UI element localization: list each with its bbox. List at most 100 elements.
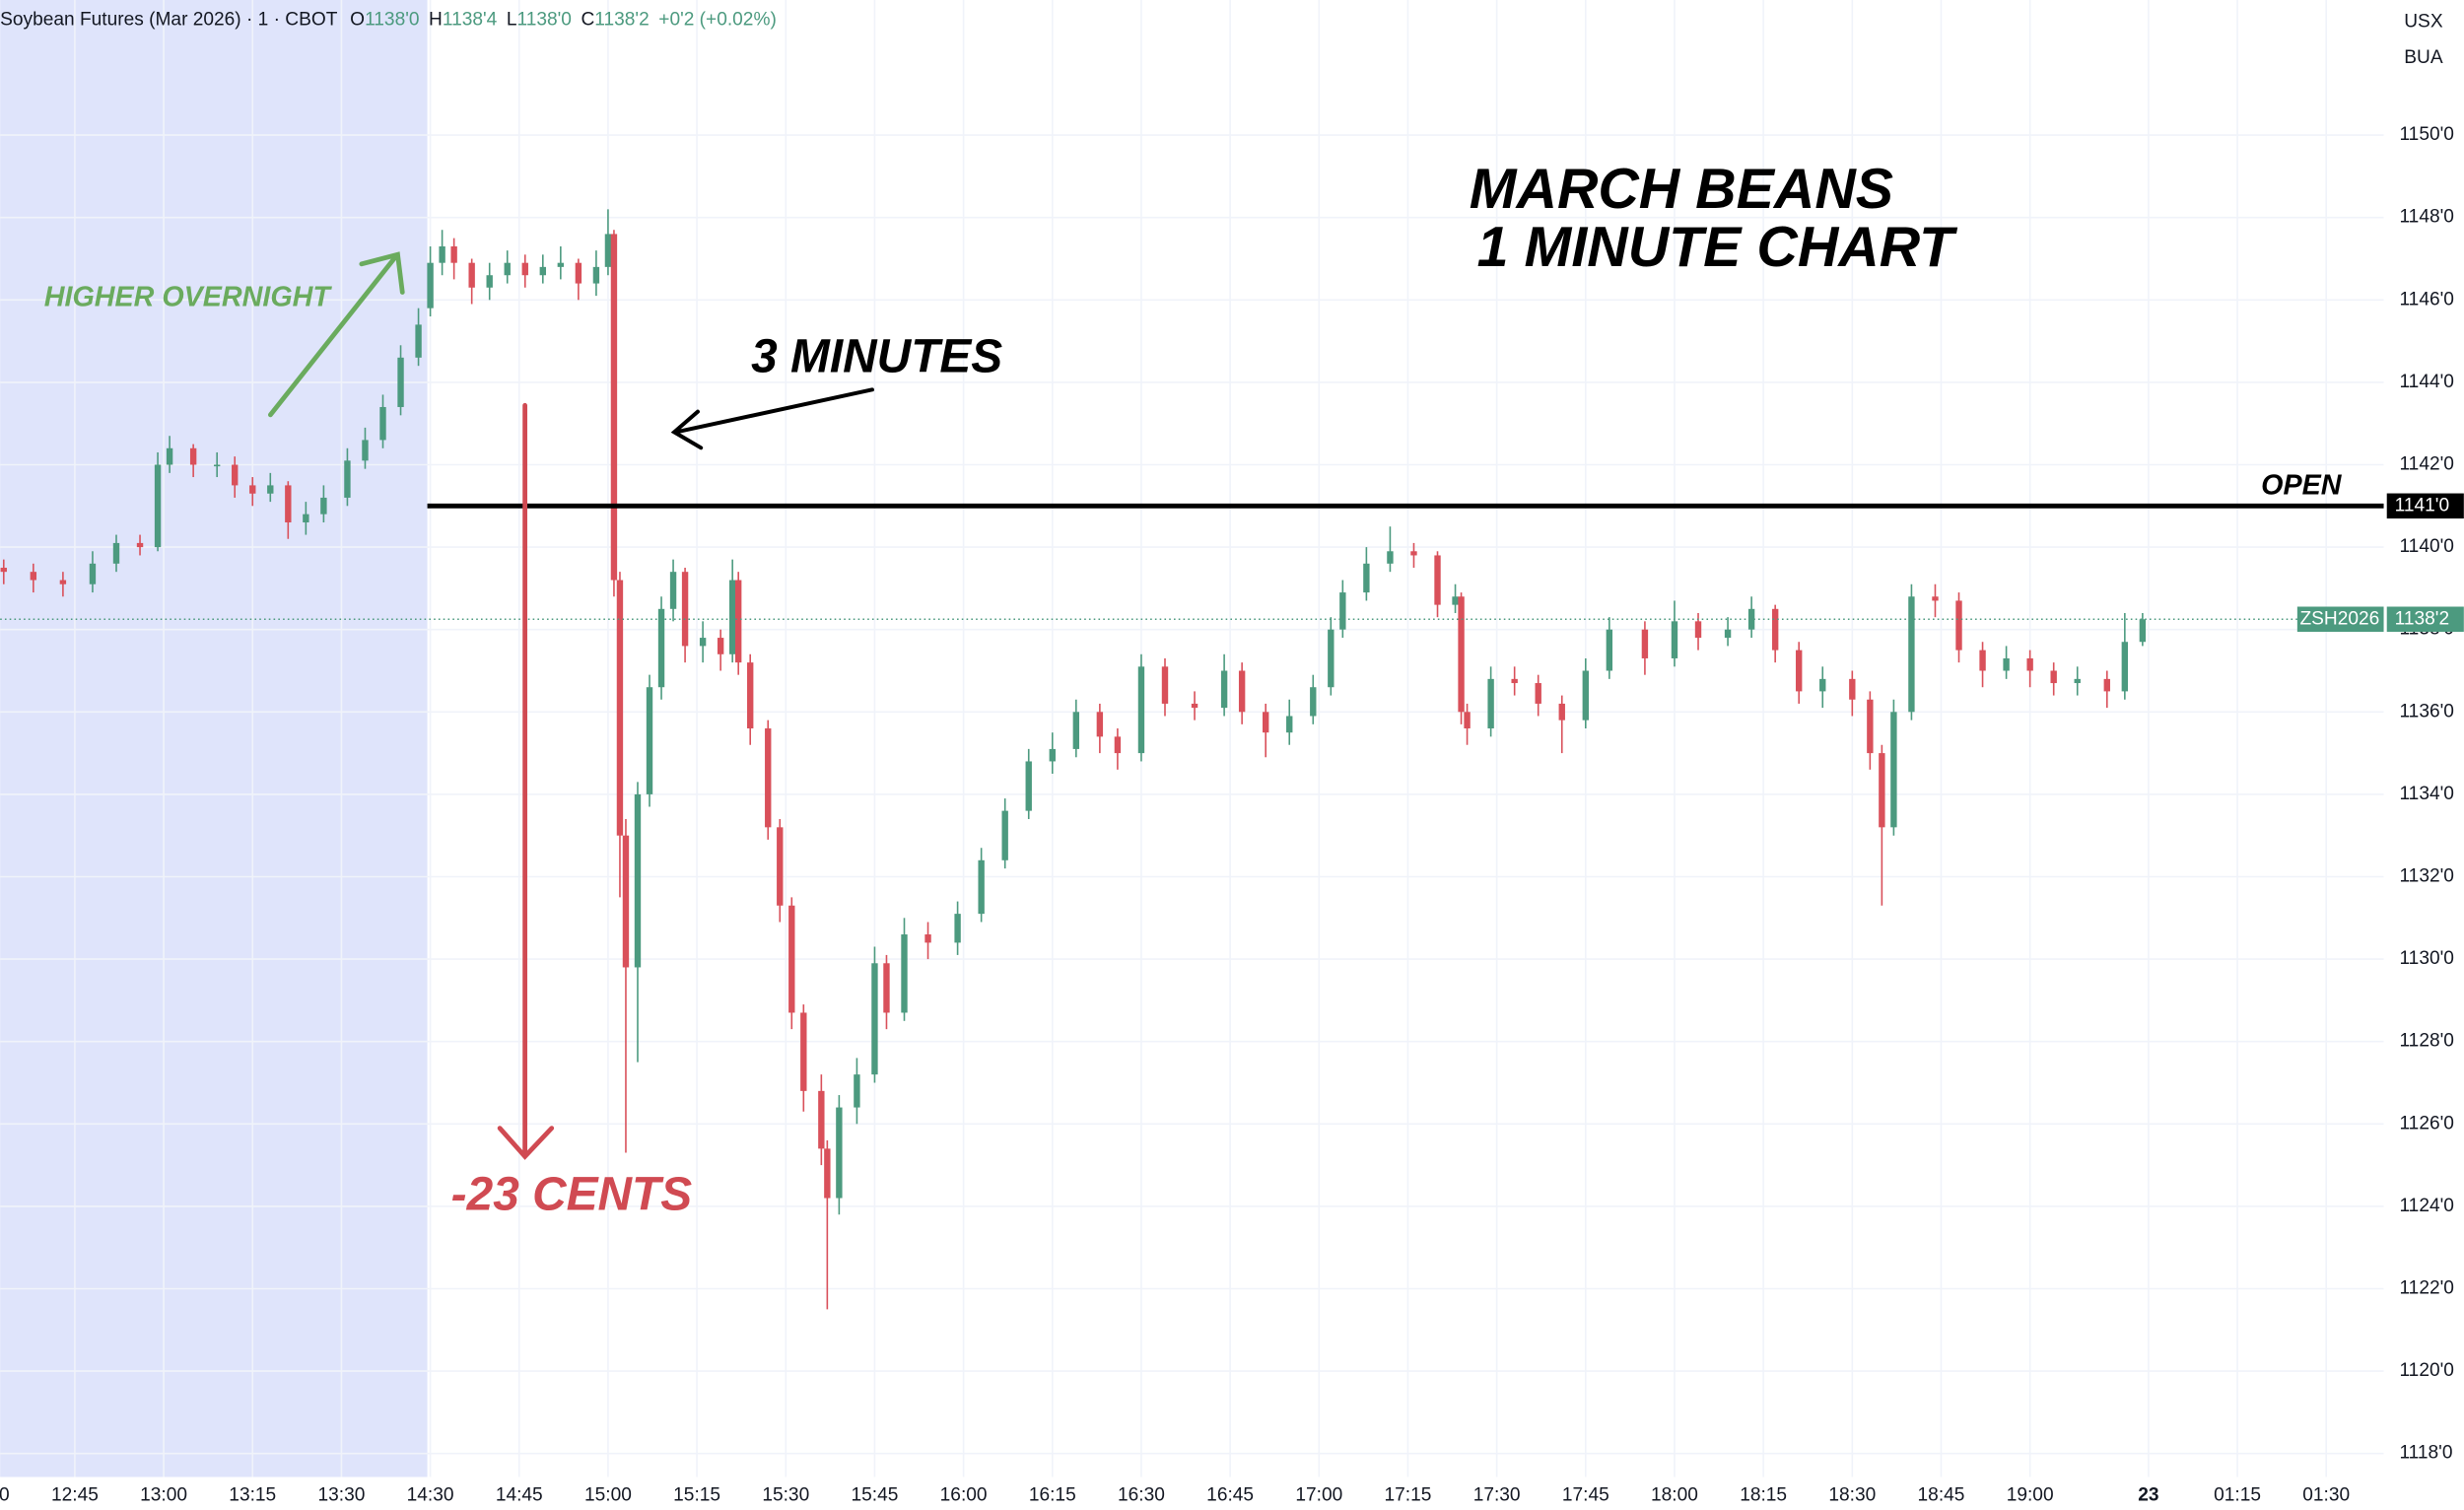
y-tick-label: 1120'0: [2399, 1360, 2453, 1381]
symbol: Soybean Futures (Mar 2026) · 1 · CBOT: [0, 10, 338, 31]
candle-body: [1220, 670, 1228, 709]
candle-body: [2003, 657, 2010, 671]
candle-body: [427, 262, 434, 309]
candle-body: [1286, 716, 1293, 733]
candle-body: [1238, 670, 1246, 713]
candle-body: [59, 580, 67, 584]
candle-body: [1191, 703, 1198, 709]
candle-body: [112, 542, 120, 564]
y-tick-label: 1144'0: [2399, 372, 2453, 392]
candle-body: [1001, 810, 1008, 860]
candle-body: [1582, 670, 1589, 721]
ohlc-key: O: [350, 10, 365, 31]
x-tick-label: 18:00: [1651, 1485, 1698, 1506]
annotation-title: 1 MINUTE CHART: [1477, 216, 1958, 279]
candle-body: [1049, 748, 1056, 762]
x-tick-label: 15:45: [852, 1485, 899, 1506]
candle-body: [166, 447, 173, 465]
candle-body: [89, 563, 97, 584]
ohlc-value: 1138'2: [594, 10, 649, 31]
candle-body: [1363, 563, 1370, 593]
candle-body: [1310, 687, 1317, 717]
y-tick-label: 1126'0: [2399, 1113, 2453, 1133]
candle-body: [1458, 596, 1465, 713]
candle-body: [1867, 699, 1874, 754]
candle-body: [669, 572, 677, 609]
x-tick-label: 16:15: [1029, 1485, 1076, 1506]
x-tick-label: 19:00: [2007, 1485, 2054, 1506]
y-tick-label: 1148'0: [2399, 207, 2453, 228]
candle-body: [604, 234, 612, 267]
candle-body: [439, 245, 445, 263]
candle-body: [2103, 678, 2110, 692]
candle-body: [303, 514, 309, 523]
candle-body: [1747, 608, 1755, 630]
candle-body: [1328, 629, 1335, 688]
candle-body: [818, 1090, 825, 1149]
candle-body: [717, 638, 724, 654]
x-tick-label: 17:30: [1473, 1485, 1521, 1506]
candle-body: [777, 827, 784, 906]
candle-body: [2121, 642, 2129, 692]
x-tick-label: 17:00: [1295, 1485, 1342, 1506]
candle-body: [871, 963, 878, 1075]
candle-body: [634, 793, 642, 968]
candle-body: [1452, 596, 1459, 605]
change: +0'2 (+0.02%): [658, 10, 777, 31]
x-tick-label: 13:00: [140, 1485, 187, 1506]
last-price-box: [2386, 606, 2464, 633]
ohlc-value: 1138'0: [517, 10, 572, 31]
candle-body: [30, 572, 37, 581]
x-tick-label: 12:30: [0, 1485, 10, 1506]
candle-body: [1671, 621, 1678, 658]
x-tick-label: 17:15: [1385, 1485, 1432, 1506]
annotation-cents: -23 CENTS: [451, 1168, 693, 1220]
y-tick-label: 1146'0: [2399, 289, 2453, 309]
candle-body: [0, 568, 7, 573]
candle-body: [788, 905, 795, 1013]
candle-body: [189, 447, 197, 465]
candle-body: [854, 1074, 860, 1108]
y-tick-label: 1136'0: [2399, 701, 2453, 721]
candle-body: [486, 275, 493, 288]
symbol-label: ZSH2026: [2299, 608, 2379, 629]
candle-body: [2074, 678, 2081, 684]
candle-body: [1487, 678, 1494, 729]
session-highlight: [0, 0, 428, 1477]
x-tick-label: 13:30: [317, 1485, 365, 1506]
candle-body: [681, 572, 689, 647]
candle-body: [924, 934, 931, 943]
open-price-label: 1141'0: [2395, 495, 2449, 515]
annotation-minutes: 3 MINUTES: [751, 331, 1002, 383]
candle-body: [1849, 678, 1856, 700]
candle-body: [901, 934, 908, 1013]
candle-body: [397, 357, 404, 407]
x-tick-label: 23: [2138, 1485, 2158, 1506]
candle-body: [344, 460, 351, 498]
x-tick-label: 15:30: [762, 1485, 809, 1506]
candle-body: [136, 542, 144, 548]
candle-body: [1558, 703, 1565, 721]
x-tick-label: 01:30: [2302, 1485, 2350, 1506]
y-tick-label: 1118'0: [2399, 1443, 2452, 1464]
legend-header: Soybean Futures (Mar 2026) · 1 · CBOT O 11…: [0, 10, 777, 31]
candle-body: [1464, 712, 1471, 729]
candle-body: [249, 485, 256, 494]
candle-body: [267, 485, 274, 494]
candle-body: [646, 687, 653, 794]
annotation-arrows: [267, 251, 874, 1160]
candle-body: [1410, 551, 1417, 556]
candle-body: [1137, 666, 1145, 754]
candle-body: [1434, 555, 1441, 605]
candle-body: [699, 638, 707, 647]
ohlc-key: H: [429, 10, 443, 31]
candle-body: [610, 234, 618, 581]
y-tick-label: 1130'0: [2399, 948, 2453, 969]
candle-body: [557, 262, 565, 267]
candle-body: [2050, 670, 2057, 684]
x-tick-label: 15:15: [673, 1485, 720, 1506]
candle-body: [1796, 650, 1803, 692]
candle-body: [657, 608, 665, 688]
x-tick-label: 18:45: [1918, 1485, 1965, 1506]
candle-body: [824, 1148, 831, 1199]
